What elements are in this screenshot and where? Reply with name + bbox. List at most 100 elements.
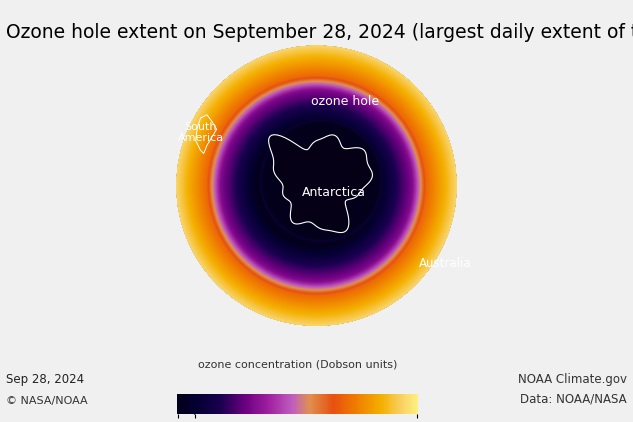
Circle shape bbox=[252, 121, 381, 251]
Circle shape bbox=[250, 119, 383, 252]
Circle shape bbox=[246, 116, 387, 256]
Circle shape bbox=[234, 103, 399, 268]
Text: ozone hole: ozone hole bbox=[311, 95, 380, 108]
Circle shape bbox=[215, 84, 418, 288]
Circle shape bbox=[204, 73, 429, 298]
Circle shape bbox=[227, 96, 406, 276]
Circle shape bbox=[223, 92, 410, 279]
Circle shape bbox=[189, 59, 444, 313]
Circle shape bbox=[179, 48, 454, 323]
Circle shape bbox=[249, 118, 384, 253]
Circle shape bbox=[187, 56, 446, 316]
Circle shape bbox=[244, 114, 389, 258]
Circle shape bbox=[207, 76, 426, 295]
Circle shape bbox=[237, 106, 396, 265]
Circle shape bbox=[206, 76, 427, 296]
Circle shape bbox=[181, 51, 452, 321]
Circle shape bbox=[238, 107, 395, 264]
Circle shape bbox=[218, 88, 415, 284]
Circle shape bbox=[222, 91, 411, 280]
Circle shape bbox=[230, 99, 403, 272]
Circle shape bbox=[214, 83, 419, 288]
Circle shape bbox=[222, 91, 411, 280]
Circle shape bbox=[219, 88, 414, 284]
Text: ozone concentration (Dobson units): ozone concentration (Dobson units) bbox=[198, 360, 397, 370]
Circle shape bbox=[204, 73, 429, 298]
Circle shape bbox=[213, 82, 420, 289]
Circle shape bbox=[224, 93, 409, 278]
Circle shape bbox=[177, 46, 456, 326]
Circle shape bbox=[253, 122, 380, 249]
Circle shape bbox=[210, 79, 423, 292]
Circle shape bbox=[195, 64, 438, 308]
Circle shape bbox=[241, 111, 392, 261]
Circle shape bbox=[242, 111, 391, 261]
Circle shape bbox=[184, 53, 449, 319]
Text: Sep 28, 2024: Sep 28, 2024 bbox=[6, 373, 84, 386]
Circle shape bbox=[256, 125, 377, 246]
Circle shape bbox=[215, 84, 418, 287]
Circle shape bbox=[244, 113, 389, 259]
Circle shape bbox=[195, 64, 438, 307]
Circle shape bbox=[249, 118, 384, 253]
Circle shape bbox=[246, 114, 387, 257]
Circle shape bbox=[219, 88, 414, 284]
Circle shape bbox=[225, 95, 408, 277]
Circle shape bbox=[188, 57, 445, 314]
Circle shape bbox=[236, 106, 397, 266]
Circle shape bbox=[199, 69, 434, 303]
Circle shape bbox=[198, 68, 435, 304]
Circle shape bbox=[203, 72, 430, 300]
Circle shape bbox=[187, 56, 446, 315]
Circle shape bbox=[254, 123, 379, 248]
Circle shape bbox=[253, 122, 380, 249]
Circle shape bbox=[197, 67, 436, 305]
Circle shape bbox=[235, 104, 398, 268]
Circle shape bbox=[178, 47, 455, 325]
Circle shape bbox=[192, 61, 441, 310]
Circle shape bbox=[257, 126, 376, 245]
Circle shape bbox=[250, 119, 383, 252]
Circle shape bbox=[232, 101, 401, 270]
Circle shape bbox=[182, 51, 451, 320]
Circle shape bbox=[191, 61, 442, 311]
Circle shape bbox=[218, 87, 415, 284]
Circle shape bbox=[216, 86, 417, 286]
Circle shape bbox=[223, 93, 410, 279]
Circle shape bbox=[212, 81, 421, 290]
Circle shape bbox=[199, 68, 434, 303]
Circle shape bbox=[239, 108, 394, 263]
Circle shape bbox=[246, 115, 387, 256]
Circle shape bbox=[244, 113, 389, 258]
Circle shape bbox=[215, 84, 418, 287]
Circle shape bbox=[193, 62, 440, 309]
Circle shape bbox=[222, 91, 411, 280]
Circle shape bbox=[232, 100, 401, 271]
Circle shape bbox=[179, 47, 454, 324]
Circle shape bbox=[207, 76, 426, 295]
Circle shape bbox=[251, 120, 382, 252]
Circle shape bbox=[218, 87, 415, 284]
Circle shape bbox=[215, 85, 418, 287]
Circle shape bbox=[216, 85, 417, 287]
Circle shape bbox=[197, 66, 436, 305]
Circle shape bbox=[200, 69, 433, 302]
Circle shape bbox=[244, 113, 389, 258]
Circle shape bbox=[230, 99, 403, 273]
Circle shape bbox=[208, 78, 425, 294]
Circle shape bbox=[234, 103, 399, 268]
Circle shape bbox=[225, 95, 408, 277]
Circle shape bbox=[253, 122, 380, 249]
Circle shape bbox=[197, 67, 436, 305]
Circle shape bbox=[209, 78, 424, 293]
Circle shape bbox=[177, 46, 456, 326]
Circle shape bbox=[222, 92, 411, 280]
Circle shape bbox=[218, 87, 415, 284]
Circle shape bbox=[180, 49, 453, 322]
Circle shape bbox=[254, 123, 379, 248]
Circle shape bbox=[229, 99, 404, 273]
Circle shape bbox=[204, 73, 429, 298]
Circle shape bbox=[215, 84, 418, 287]
Circle shape bbox=[256, 124, 377, 247]
Circle shape bbox=[198, 67, 435, 304]
